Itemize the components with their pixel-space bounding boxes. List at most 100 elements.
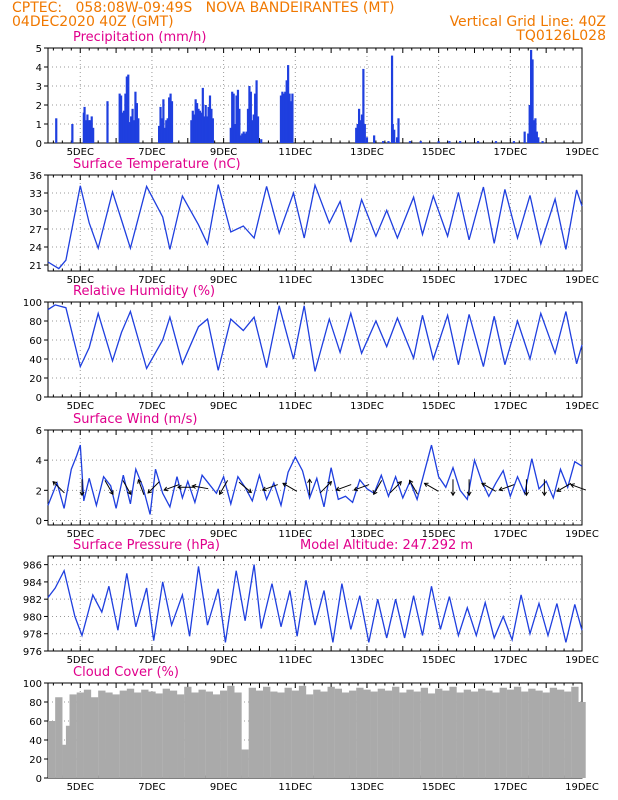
precipitation-bar (356, 124, 359, 143)
header-run-date: 04DEC2020 40Z (GMT) (12, 14, 174, 30)
panel-frame (47, 429, 583, 526)
x-tick-label: 11DEC (278, 401, 312, 412)
precipitation-bar (360, 114, 364, 143)
wind-arrow (389, 481, 402, 494)
wind-arrow (262, 484, 278, 491)
wind-arrow-head (397, 480, 402, 486)
precipitation-bar (437, 141, 440, 143)
precipitation-bar (523, 131, 526, 143)
x-tick-label: 17DEC (493, 529, 527, 540)
cloud-cover-bar (413, 691, 421, 778)
x-tick-label: 9DEC (210, 655, 237, 666)
x-tick-label: 7DEC (138, 655, 165, 666)
cloud-cover-bar (55, 697, 63, 778)
y-tick-label: 80 (29, 698, 42, 709)
y-tick-label: 30 (29, 207, 42, 218)
x-tick-label: 17DEC (493, 401, 527, 412)
precipitation-bar (363, 124, 366, 143)
cloud-cover-bar (506, 689, 515, 778)
cloud-cover-bar (521, 691, 529, 778)
wind-arrow (137, 479, 145, 495)
cloud-cover-bar (313, 689, 321, 778)
wind-arrow-head (52, 480, 58, 486)
precipitation-bar (244, 133, 247, 143)
cloud-cover-bar (356, 687, 364, 778)
precipitation-bar (191, 110, 194, 143)
cloud-cover-bar (227, 685, 235, 778)
precipitation-bar (527, 133, 530, 143)
precipitation-bar (285, 80, 288, 143)
precipitation-bar (282, 93, 285, 143)
precipitation-bar (127, 74, 130, 143)
y-tick-label: 980 (23, 612, 42, 623)
y-tick-label: 20 (29, 374, 42, 385)
cloud-cover-bar (126, 688, 135, 778)
precipitation-bar (165, 120, 168, 143)
precipitation-bar (194, 99, 197, 143)
cloud-cover-bar (298, 685, 307, 778)
precipitation-bar (397, 118, 400, 143)
wind-arrow (556, 482, 572, 492)
cloud-cover-bar (399, 692, 407, 778)
precipitation-bar (291, 93, 294, 143)
precipitation-bar (256, 116, 260, 143)
cloud-cover-bar (420, 687, 429, 778)
cloud-cover-bar (105, 692, 113, 778)
precipitation-bar (83, 106, 86, 143)
wind-arrow (52, 481, 65, 494)
precipitation-bar (395, 137, 399, 143)
y-tick-label: 1 (36, 120, 42, 131)
x-tick-label: 15DEC (422, 147, 456, 158)
wind-arrow-head (282, 482, 287, 488)
cloud-cover-bar (463, 689, 472, 778)
cloud-cover-bar (478, 688, 486, 778)
wind-series-line (47, 444, 583, 515)
cloud-cover-bar (148, 691, 156, 778)
precipitation-bar (528, 105, 531, 143)
cloud-cover-bar (320, 691, 328, 778)
x-tick-label: 19DEC (565, 401, 599, 412)
precipitation-bar (122, 110, 126, 143)
x-tick-label: 15DEC (422, 529, 456, 540)
panel-title: Cloud Cover (%) (73, 665, 179, 680)
precipitation-bar (233, 124, 237, 143)
x-tick-label: 5DEC (67, 401, 94, 412)
cloud-cover-bar (334, 688, 343, 778)
x-tick-label: 15DEC (422, 401, 456, 412)
cloud-cover-bar (169, 690, 178, 778)
precipitation-bar (288, 93, 291, 143)
precipitation-bar (246, 108, 250, 143)
precipitation-bar (235, 95, 238, 143)
y-tick-label: 60 (29, 717, 42, 728)
y-tick-label: 976 (23, 647, 42, 658)
x-tick-label: 7DEC (138, 147, 165, 158)
precipitation-bar (195, 103, 199, 143)
x-tick-label: 17DEC (493, 147, 527, 158)
wind-arrow-head (523, 491, 529, 497)
precipitation-bar (159, 106, 162, 143)
y-tick-label: 984 (23, 578, 42, 589)
cloud-cover-bar (134, 692, 142, 778)
wind-arrow (104, 480, 114, 495)
x-tick-label: 17DEC (493, 655, 527, 666)
x-tick-label: 7DEC (138, 401, 165, 412)
precipitation-bar (245, 131, 248, 143)
x-tick-label: 11DEC (278, 529, 312, 540)
wind-arrow-head (327, 480, 333, 486)
wind-arrow-head (163, 486, 169, 492)
y-tick-label: 2 (36, 486, 42, 497)
precipitation-bar (204, 105, 207, 143)
x-tick-label: 7DEC (138, 275, 165, 286)
precipitation-bar (135, 103, 138, 143)
precipitation-bar (289, 101, 293, 143)
cloud-cover-bar (69, 694, 77, 778)
y-tick-label: 0 (36, 139, 42, 150)
cloud-cover-bar (370, 691, 378, 778)
y-tick-label: 80 (29, 317, 42, 328)
precipitation-bar (255, 80, 258, 143)
precipitation-bar (448, 141, 451, 143)
precipitation-bar (206, 116, 209, 143)
x-tick-label: 13DEC (350, 401, 384, 412)
precipitation-bar (200, 112, 203, 143)
precipitation-bar (391, 124, 394, 143)
